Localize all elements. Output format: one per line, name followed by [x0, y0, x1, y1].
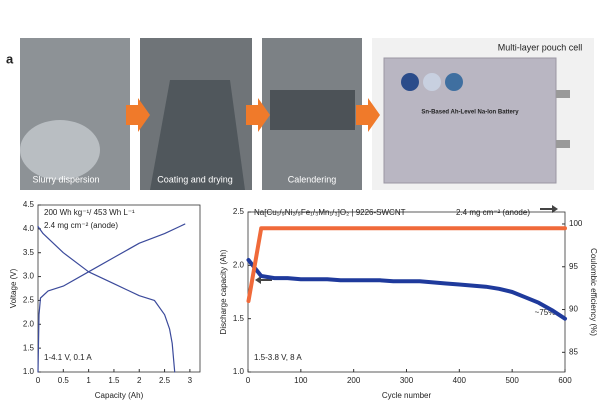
- panel-label: a: [6, 51, 14, 66]
- logo: [445, 73, 463, 91]
- x-tick-label: 500: [505, 376, 519, 385]
- tab: [556, 90, 570, 98]
- annotation: 2.4 mg cm⁻² (anode): [456, 208, 530, 217]
- y-tick-label: 2.0: [233, 260, 245, 269]
- y-tick-label: 2.5: [23, 296, 35, 305]
- y-tick-label: 4.0: [23, 224, 35, 233]
- battery-label: Sn-Based Ah-Level Na-Ion Battery: [421, 110, 519, 116]
- x-axis-label: Capacity (Ah): [95, 391, 144, 400]
- annotation: ~75%: [535, 308, 556, 317]
- logo: [423, 73, 441, 91]
- y-tick-label: 2.5: [233, 207, 245, 216]
- x-tick-label: 1: [86, 376, 91, 385]
- plot-frame: [37, 204, 201, 373]
- photo-label: Multi-layer pouch cell: [498, 42, 583, 52]
- y-tick-label: 1.5: [23, 343, 35, 352]
- x-axis-label: Cycle number: [382, 391, 432, 400]
- y2-tick-label: 100: [569, 219, 583, 228]
- x-tick-label: 100: [294, 376, 308, 385]
- logo: [401, 73, 419, 91]
- chart-title: Na[Cu₁/₉Ni₂/₉Fe₁/₃Mn₁/₃]O₂ | 9226-SWCNT: [254, 208, 406, 217]
- annotation: 200 Wh kg⁻¹/ 453 Wh L⁻¹: [44, 208, 135, 217]
- series-line: [246, 226, 567, 303]
- y-tick-label: 4.5: [23, 200, 35, 209]
- y-tick-label: 3.5: [23, 248, 35, 257]
- x-tick-label: 0: [246, 376, 251, 385]
- y2-tick-label: 95: [569, 262, 578, 271]
- series-line: [37, 223, 186, 373]
- arrow: [246, 98, 270, 132]
- x-tick-label: 400: [453, 376, 467, 385]
- photo-detail: [150, 80, 245, 190]
- photo-label: Slurry dispersion: [32, 174, 99, 184]
- series-line: [246, 258, 567, 321]
- x-tick-label: 2.5: [159, 376, 171, 385]
- axis-arrow: [540, 205, 558, 213]
- arrow: [126, 98, 150, 132]
- y2-tick-label: 90: [569, 305, 578, 314]
- x-tick-label: 0.5: [58, 376, 70, 385]
- annotation: 1.5-3.8 V, 8 A: [254, 353, 302, 362]
- y-axis-label: Voltage (V): [9, 268, 18, 308]
- x-tick-label: 300: [400, 376, 414, 385]
- y2-tick-label: 85: [569, 347, 578, 356]
- x-tick-label: 2: [137, 376, 142, 385]
- series-line: [37, 225, 176, 373]
- photo-label: Coating and drying: [157, 174, 233, 184]
- x-tick-label: 200: [347, 376, 361, 385]
- y-tick-label: 1.0: [23, 367, 35, 376]
- y-tick-label: 3.0: [23, 272, 35, 281]
- photo-label: Calendering: [288, 174, 337, 184]
- x-tick-label: 0: [36, 376, 41, 385]
- photo-detail: [270, 90, 355, 130]
- y-tick-label: 1.5: [233, 314, 245, 323]
- y2-axis-label: Coulombic efficiency (%): [589, 248, 598, 336]
- arrow: [356, 98, 380, 132]
- annotation: 2.4 mg cm⁻² (anode): [44, 221, 118, 230]
- x-tick-label: 1.5: [108, 376, 120, 385]
- photo-detail: [20, 120, 100, 180]
- tab: [556, 140, 570, 148]
- axis-arrow: [255, 276, 272, 284]
- y-axis-label: Discharge capacity (Ah): [219, 249, 228, 334]
- y-tick-label: 2.0: [23, 319, 35, 328]
- y-tick-label: 1.0: [233, 367, 245, 376]
- annotation: 1-4.1 V, 0.1 A: [44, 353, 92, 362]
- x-tick-label: 600: [558, 376, 572, 385]
- x-tick-label: 3: [188, 376, 193, 385]
